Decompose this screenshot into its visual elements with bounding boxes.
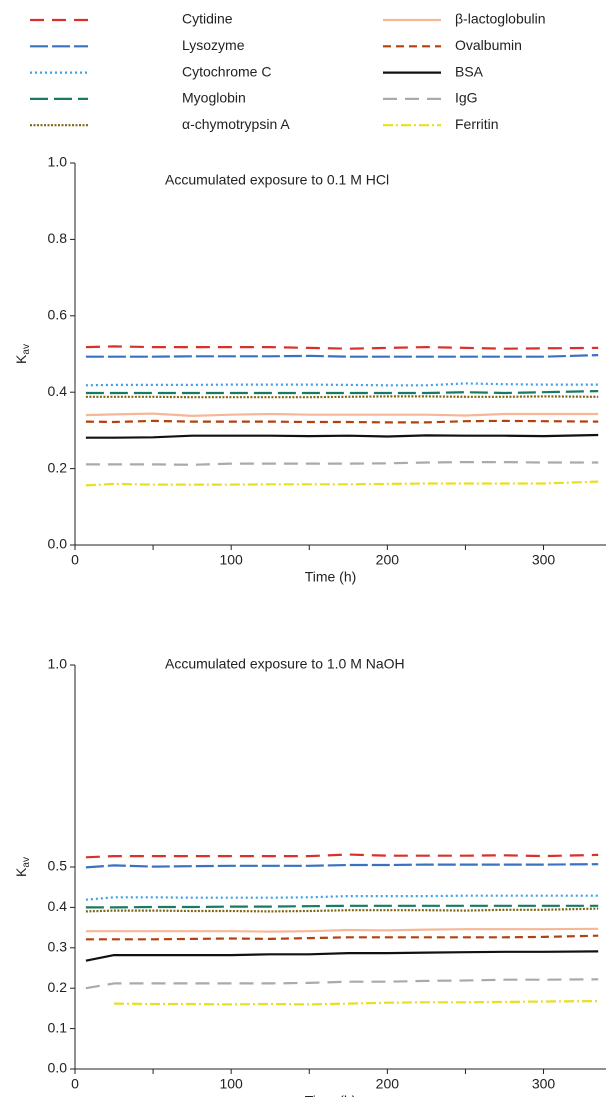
y-tick-label: 0.1 — [48, 1019, 68, 1035]
y-tick-label: 0.6 — [48, 307, 68, 323]
legend-label: Cytochrome C — [182, 63, 271, 79]
y-axis-label-main: K — [13, 354, 29, 364]
x-tick-label: 300 — [532, 552, 556, 568]
series-line — [85, 927, 599, 933]
y-tick-label: 0.0 — [48, 1060, 68, 1076]
legend-label: Cytidine — [182, 11, 233, 27]
y-axis-label-sub: av — [21, 857, 32, 868]
y-axis-label: Kav — [13, 344, 32, 364]
y-tick-label: 0.2 — [48, 459, 68, 475]
series-line — [85, 412, 599, 417]
y-tick-label: 0.3 — [48, 939, 68, 955]
series-line — [85, 354, 599, 358]
x-tick-label: 200 — [376, 552, 400, 568]
chart-title: Accumulated exposure to 1.0 M NaOH — [165, 656, 405, 672]
series-line — [85, 853, 599, 859]
y-tick-label: 0.2 — [48, 979, 68, 995]
series-line — [85, 433, 599, 439]
x-tick-label: 0 — [71, 552, 79, 568]
y-axis-label: Kav — [13, 857, 32, 877]
y-tick-label: 1.0 — [48, 656, 68, 672]
y-axis-label-sub: av — [21, 344, 32, 355]
x-tick-label: 100 — [219, 552, 243, 568]
y-tick-label: 1.0 — [48, 154, 68, 170]
series-line — [85, 894, 599, 901]
series-line — [85, 978, 599, 990]
y-tick-label: 0.8 — [48, 230, 68, 246]
y-tick-label: 0.4 — [48, 383, 68, 399]
x-tick-label: 0 — [71, 1076, 79, 1092]
series-line — [85, 382, 599, 387]
series-line — [113, 1000, 599, 1006]
series-line — [85, 461, 599, 466]
legend-label: Myoglobin — [182, 90, 246, 106]
legend-label: α-chymotrypsin A — [182, 116, 290, 132]
series-line — [85, 390, 599, 395]
series-line — [85, 904, 599, 909]
y-tick-label: 0.5 — [48, 858, 68, 874]
x-tick-label: 100 — [219, 1076, 243, 1092]
series-line — [85, 480, 599, 487]
y-tick-label: 0.0 — [48, 536, 68, 552]
legend-label: Ferritin — [455, 116, 499, 132]
x-tick-label: 200 — [376, 1076, 400, 1092]
y-axis-label-main: K — [13, 867, 29, 877]
series-line — [85, 419, 599, 424]
x-tick-label: 300 — [532, 1076, 556, 1092]
series-line — [85, 863, 599, 869]
legend-label: Lysozyme — [182, 37, 245, 53]
chart-title: Accumulated exposure to 0.1 M HCl — [165, 172, 389, 188]
y-tick-label: 0.4 — [48, 898, 68, 914]
legend-label: β-lactoglobulin — [455, 11, 546, 27]
series-line — [85, 934, 599, 941]
x-axis-label: Time (h) — [305, 1093, 357, 1097]
x-axis-label: Time (h) — [305, 569, 357, 585]
series-line — [85, 950, 599, 962]
legend-label: IgG — [455, 90, 478, 106]
series-line — [85, 395, 599, 399]
legend-label: BSA — [455, 63, 484, 79]
series-line — [85, 907, 599, 913]
legend-label: Ovalbumin — [455, 37, 522, 53]
series-line — [85, 345, 599, 350]
